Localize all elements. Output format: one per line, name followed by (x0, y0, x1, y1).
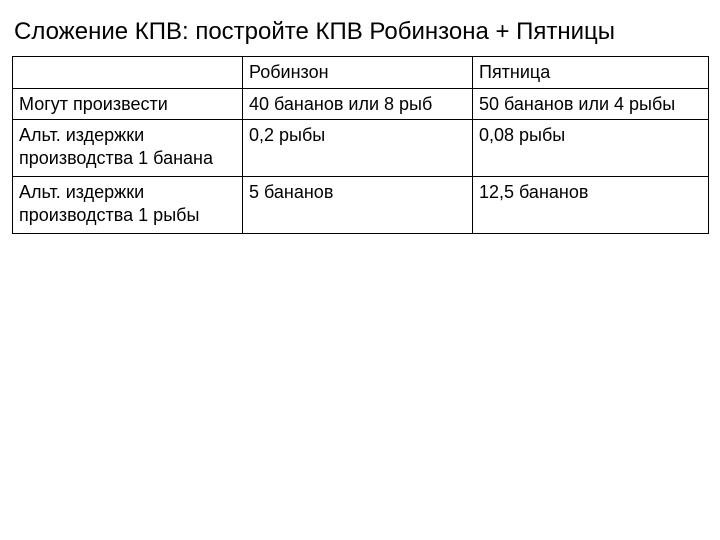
header-friday: Пятница (473, 57, 709, 89)
cell-value: 50 бананов или 4 рыбы (473, 88, 709, 120)
page-title: Сложение КПВ: постройте КПВ Робинзона + … (14, 18, 708, 46)
table-row: Альт. издержки производства 1 рыбы 5 бан… (13, 177, 709, 234)
table-row: Альт. издержки производства 1 банана 0,2… (13, 120, 709, 177)
header-empty (13, 57, 243, 89)
row-label: Могут произвести (13, 88, 243, 120)
cell-value: 5 бананов (243, 177, 473, 234)
cell-value: 0,08 рыбы (473, 120, 709, 177)
cell-value: 40 бананов или 8 рыб (243, 88, 473, 120)
kpv-table: Робинзон Пятница Могут произвести 40 бан… (12, 56, 709, 234)
cell-value: 12,5 бананов (473, 177, 709, 234)
header-robinson: Робинзон (243, 57, 473, 89)
row-label: Альт. издержки производства 1 рыбы (13, 177, 243, 234)
table-header-row: Робинзон Пятница (13, 57, 709, 89)
cell-value: 0,2 рыбы (243, 120, 473, 177)
row-label: Альт. издержки производства 1 банана (13, 120, 243, 177)
table-row: Могут произвести 40 бананов или 8 рыб 50… (13, 88, 709, 120)
